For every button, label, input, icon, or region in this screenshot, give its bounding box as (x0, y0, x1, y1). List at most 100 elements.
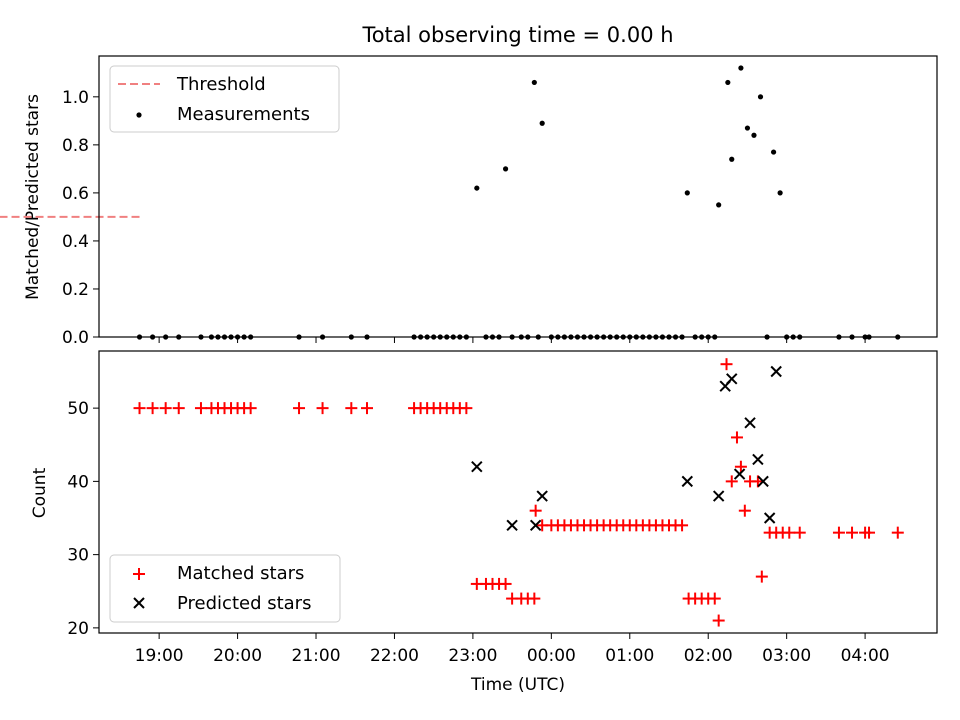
threshold-legend-label: Threshold (176, 74, 266, 95)
measurement-point (751, 132, 757, 138)
matched-star-point (133, 402, 146, 415)
predicted-star-point (712, 490, 725, 502)
matched-star-point (734, 460, 747, 473)
predicted-star-point (726, 373, 738, 385)
bottom-legend: Matched stars Predicted stars (109, 554, 341, 623)
x-tick-label: 20:00 (213, 646, 262, 666)
matched-star-point (725, 475, 738, 488)
x-tick-label: 04:00 (841, 646, 890, 666)
chart-title: Total observing time = 0.00 h (361, 23, 673, 47)
matched-star-point (361, 402, 374, 415)
predicted-star-point (529, 519, 542, 532)
top-y-tick-label: 1.0 (62, 88, 89, 108)
measurement-point (738, 65, 744, 71)
matched-star-point (528, 592, 541, 605)
measurement-point (531, 79, 537, 86)
measurement-point (502, 166, 509, 172)
bottom-y-tick-label: 40 (67, 472, 89, 492)
matched-star-point (316, 402, 329, 415)
bottom-axes-frame (98, 350, 938, 634)
matched-legend-label: Matched stars (177, 563, 304, 584)
measurement-point (684, 190, 690, 196)
x-tick-label: 02:00 (684, 646, 733, 666)
matched-star-point (146, 402, 159, 415)
top-panel: Matched/Predicted stars 0.0 0.2 0.4 0.6 0.8 1… (0, 55, 938, 348)
matched-star-point (460, 402, 473, 415)
measurement-point (777, 190, 783, 196)
matched-star-point (293, 402, 306, 415)
predicted-star-point (752, 453, 764, 466)
predicted-legend-swatch (133, 597, 145, 609)
top-y-tick-label: 0.4 (62, 232, 89, 252)
x-axis-label: Time (UTC) (470, 675, 565, 695)
measurements-legend-swatch (136, 112, 142, 118)
predicted-star-point (681, 475, 694, 488)
top-y-tick-label: 0.8 (62, 136, 89, 156)
measurement-point (729, 156, 735, 162)
matched-star-point (755, 570, 768, 583)
matched-star-point (676, 519, 689, 532)
x-tick-label: 19:00 (135, 646, 184, 666)
matched-star-point (529, 504, 542, 517)
top-y-tick-label: 0.0 (62, 328, 89, 348)
x-tick-label: 00:00 (527, 646, 576, 666)
bottom-y-tick-label: 20 (67, 619, 89, 639)
measurement-point (770, 149, 777, 155)
measurement-point (757, 94, 764, 100)
matched-legend-swatch (133, 568, 145, 580)
measurement-point (539, 120, 545, 126)
matched-star-point (783, 526, 796, 539)
top-y-axis-label: Matched/Predicted stars (23, 94, 43, 300)
matched-star-point (194, 402, 207, 415)
x-tick-label: 22:00 (370, 646, 419, 666)
bottom-y-ticks: 20 30 40 50 (67, 399, 99, 639)
bottom-legend-box (109, 554, 341, 623)
top-legend: Threshold Measurements (109, 65, 340, 133)
predicted-star-point (733, 468, 746, 480)
matched-star-point (499, 577, 512, 590)
matched-star-point (708, 592, 721, 605)
x-tick-label: 21:00 (292, 646, 341, 666)
matched-star-point (738, 504, 751, 517)
predicted-legend-label: Predicted stars (177, 593, 311, 614)
predicted-star-point (471, 461, 483, 473)
predicted-star-point (757, 475, 769, 488)
bottom-x-ticks: 19:00 20:00 21:00 22:00 23:00 00:00 01:00 02:00… (135, 633, 890, 666)
bottom-y-tick-label: 30 (67, 546, 89, 566)
x-tick-label: 03:00 (762, 646, 811, 666)
matched-star-point (832, 526, 845, 539)
bottom-panel: Count 20 30 40 50 19:00 20:00 21:00 22:00 23:00… (30, 350, 938, 695)
measurements-legend-label: Measurements (177, 104, 310, 125)
predicted-star-point (536, 490, 548, 502)
matched-star-point (712, 614, 725, 627)
matched-star-point (846, 526, 859, 539)
matched-star-point (159, 402, 172, 415)
matched-star-point (891, 526, 904, 539)
matched-star-point (244, 402, 257, 415)
measurement-point (716, 202, 722, 208)
top-axes-frame (98, 55, 938, 338)
bottom-y-tick-label: 50 (67, 399, 89, 419)
matched-star-point (863, 526, 876, 539)
matched-star-point (730, 431, 743, 444)
predicted-star-point (770, 365, 782, 378)
matched-star-point (720, 358, 733, 371)
top-y-ticks: 0.0 0.2 0.4 0.6 0.8 1.0 (62, 88, 99, 348)
matched-star-point (345, 402, 358, 415)
bottom-y-axis-label: Count (30, 467, 50, 518)
predicted-star-point (506, 519, 518, 532)
predicted-star-point (763, 512, 776, 524)
measurement-point (725, 79, 731, 86)
matched-star-point (172, 402, 185, 415)
measurement-point (474, 185, 480, 191)
predicted-star-point (744, 417, 756, 429)
top-y-tick-label: 0.2 (62, 280, 89, 300)
bottom-plot-area (133, 358, 904, 627)
measurement-point (744, 125, 751, 131)
x-tick-label: 23:00 (448, 646, 497, 666)
top-legend-box (109, 65, 340, 133)
matched-star-point (793, 526, 806, 539)
top-y-tick-label: 0.6 (62, 184, 89, 204)
x-tick-label: 01:00 (605, 646, 654, 666)
